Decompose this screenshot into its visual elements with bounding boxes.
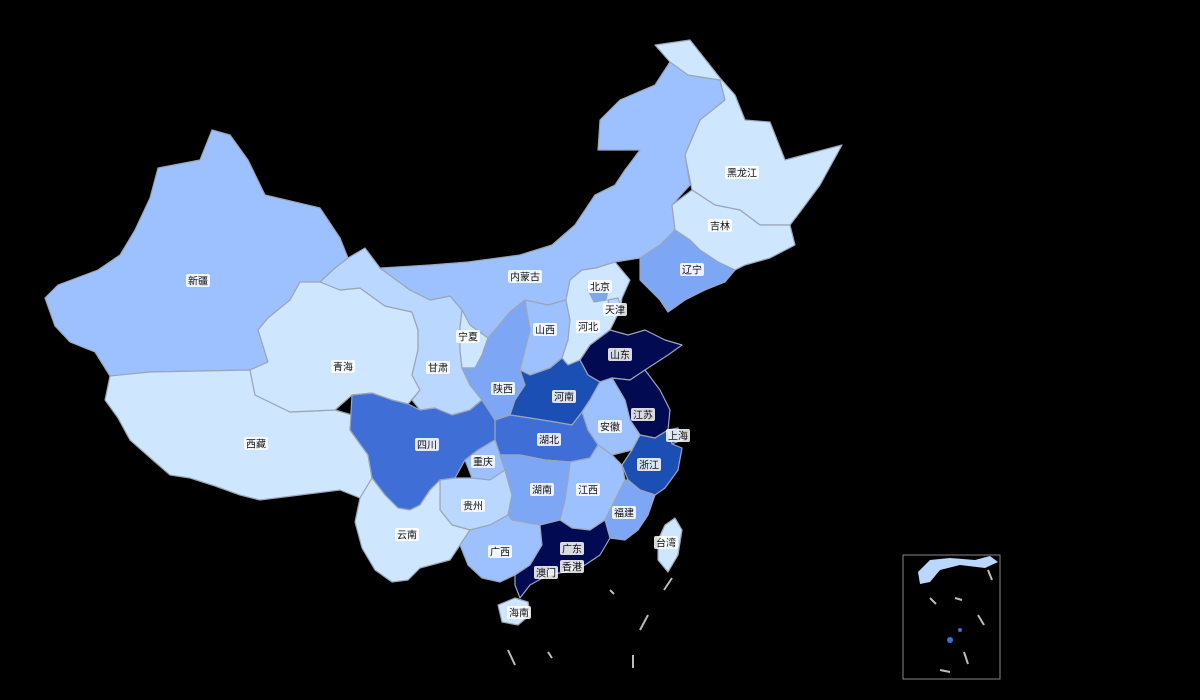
inset-frame bbox=[902, 554, 1001, 680]
province-shapes bbox=[44, 39, 843, 626]
province-xianggang[interactable] bbox=[565, 562, 574, 571]
south-china-sea-inset bbox=[902, 554, 1001, 680]
province-hebei[interactable] bbox=[561, 261, 631, 366]
province-hunan[interactable] bbox=[499, 454, 571, 526]
province-taiwan[interactable] bbox=[657, 517, 683, 573]
province-aomen[interactable] bbox=[547, 568, 555, 576]
sea-boundary-lines bbox=[507, 577, 673, 668]
province-hainan[interactable] bbox=[497, 597, 531, 626]
